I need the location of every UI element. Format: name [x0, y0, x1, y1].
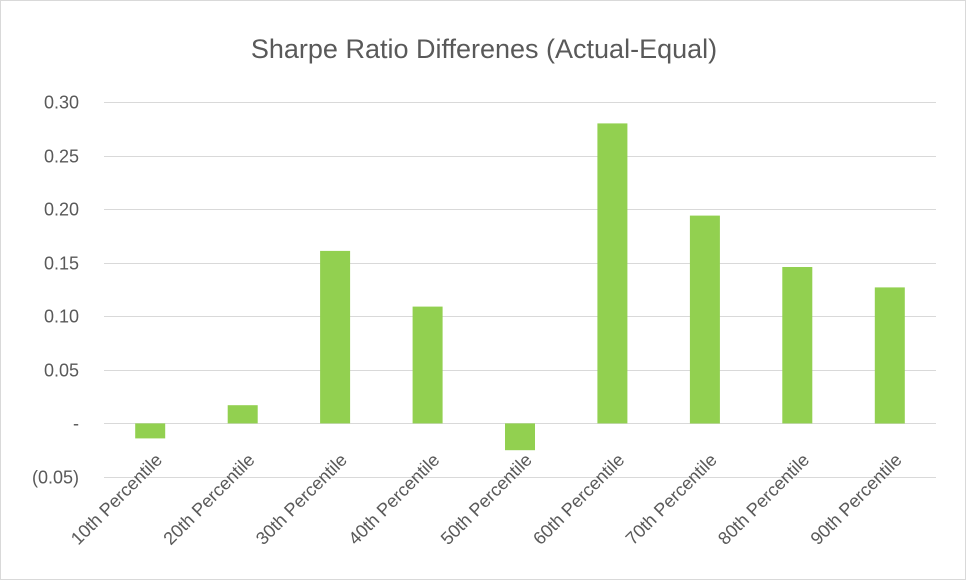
- bar: [874, 287, 905, 424]
- y-axis-tick-labels: 0.30 0.25 0.20 0.15 0.10 0.05 - (0.05): [32, 93, 79, 488]
- bar: [320, 250, 351, 424]
- x-category-label: 20th Percentile: [159, 450, 258, 549]
- bars: [135, 123, 905, 451]
- y-tick-label: 0.20: [44, 200, 79, 220]
- x-category-label: 40th Percentile: [344, 450, 443, 549]
- gridlines: [104, 102, 936, 478]
- bar: [412, 306, 443, 424]
- x-category-label: 70th Percentile: [622, 450, 721, 549]
- y-tick-label: 0.05: [44, 361, 79, 381]
- x-category-label: 50th Percentile: [437, 450, 536, 549]
- x-category-label: 80th Percentile: [714, 450, 813, 549]
- bar: [505, 423, 535, 451]
- y-tick-label: (0.05): [32, 468, 79, 488]
- y-tick-label: -: [73, 414, 79, 434]
- bar: [597, 123, 628, 424]
- y-tick-label: 0.15: [44, 254, 79, 274]
- y-tick-label: 0.10: [44, 307, 79, 327]
- bar: [135, 423, 166, 439]
- y-tick-label: 0.30: [44, 93, 79, 113]
- bar: [782, 267, 813, 424]
- x-category-label: 10th Percentile: [67, 450, 166, 549]
- y-tick-label: 0.25: [44, 147, 79, 167]
- x-category-label: 30th Percentile: [252, 450, 351, 549]
- chart-title: Sharpe Ratio Differenes (Actual-Equal): [251, 34, 717, 64]
- bar: [227, 405, 258, 424]
- x-category-label: 60th Percentile: [529, 450, 628, 549]
- x-category-label: 90th Percentile: [807, 450, 906, 549]
- bar: [689, 215, 720, 424]
